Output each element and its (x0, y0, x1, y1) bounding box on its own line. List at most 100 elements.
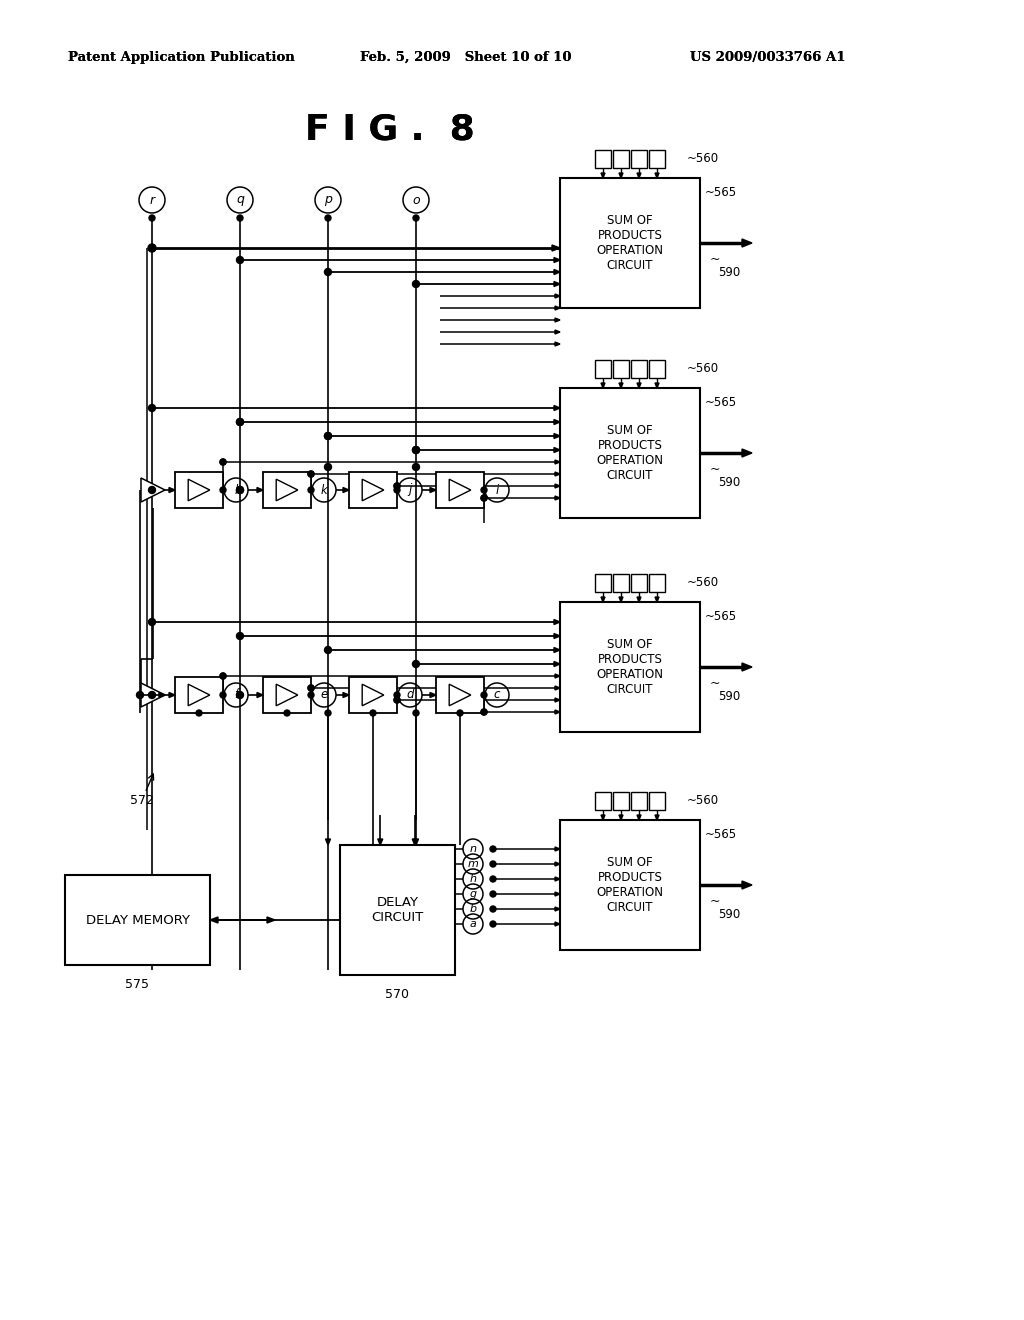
Text: Patent Application Publication: Patent Application Publication (68, 50, 295, 63)
Circle shape (413, 215, 419, 220)
Text: h: h (469, 874, 476, 884)
Circle shape (394, 697, 400, 704)
Bar (595, 574, 611, 591)
Polygon shape (362, 684, 384, 706)
Polygon shape (555, 484, 560, 488)
Circle shape (308, 692, 314, 698)
Circle shape (148, 619, 156, 626)
Text: 590: 590 (718, 908, 740, 921)
Bar (560, 820, 700, 950)
Circle shape (325, 433, 332, 440)
Polygon shape (450, 684, 471, 706)
Bar (595, 792, 611, 810)
Text: Feb. 5, 2009   Sheet 10 of 10: Feb. 5, 2009 Sheet 10 of 10 (360, 50, 571, 63)
Polygon shape (555, 459, 560, 465)
Text: l: l (234, 483, 238, 496)
Polygon shape (343, 487, 349, 492)
Text: 572: 572 (130, 793, 154, 807)
Circle shape (394, 483, 400, 488)
Text: ~560: ~560 (687, 153, 719, 165)
Circle shape (394, 692, 400, 698)
Polygon shape (655, 173, 659, 178)
Polygon shape (555, 876, 560, 880)
Text: a: a (470, 919, 476, 929)
Circle shape (220, 692, 226, 698)
Polygon shape (618, 173, 623, 178)
Polygon shape (555, 294, 560, 298)
Text: 590: 590 (718, 267, 740, 280)
Circle shape (237, 418, 244, 425)
Polygon shape (555, 496, 560, 500)
Circle shape (220, 459, 226, 465)
Circle shape (325, 433, 332, 440)
Text: q: q (237, 194, 244, 206)
Circle shape (325, 710, 331, 715)
Polygon shape (188, 479, 210, 500)
Circle shape (308, 685, 314, 690)
Polygon shape (552, 246, 560, 251)
Circle shape (413, 446, 420, 454)
Text: m: m (468, 859, 478, 869)
Polygon shape (554, 257, 560, 263)
Polygon shape (378, 840, 383, 845)
Polygon shape (555, 862, 560, 866)
Text: 590: 590 (718, 477, 740, 490)
Circle shape (237, 487, 244, 494)
Polygon shape (655, 597, 659, 602)
Circle shape (394, 487, 400, 492)
Circle shape (237, 692, 244, 698)
Text: ~: ~ (710, 895, 721, 908)
Bar (175, 677, 223, 713)
Bar (595, 360, 611, 378)
Polygon shape (430, 487, 436, 492)
Circle shape (237, 215, 243, 220)
Circle shape (413, 281, 420, 288)
Text: c: c (494, 689, 501, 701)
Polygon shape (257, 693, 263, 697)
Polygon shape (555, 710, 560, 714)
Text: ~565: ~565 (705, 610, 737, 623)
Polygon shape (450, 479, 471, 500)
Circle shape (308, 471, 314, 477)
Circle shape (413, 446, 420, 454)
Circle shape (481, 709, 487, 715)
Bar (649, 574, 665, 591)
Circle shape (148, 404, 156, 412)
Text: 590: 590 (718, 690, 740, 704)
Polygon shape (141, 682, 165, 708)
Polygon shape (554, 447, 560, 453)
Circle shape (490, 861, 496, 867)
Polygon shape (555, 342, 560, 346)
Polygon shape (257, 487, 263, 492)
Polygon shape (554, 281, 560, 286)
Text: ~: ~ (710, 252, 721, 265)
Bar (631, 792, 647, 810)
Circle shape (148, 692, 156, 698)
Polygon shape (210, 917, 218, 923)
Bar (560, 388, 700, 517)
Circle shape (325, 647, 332, 653)
Circle shape (284, 710, 290, 715)
Text: k: k (321, 483, 328, 496)
Bar (65, 875, 210, 965)
Text: g: g (469, 888, 476, 899)
Text: i: i (496, 483, 499, 496)
Circle shape (237, 256, 244, 264)
Circle shape (490, 876, 496, 882)
Text: SUM OF
PRODUCTS
OPERATION
CIRCUIT: SUM OF PRODUCTS OPERATION CIRCUIT (597, 214, 664, 272)
Text: SUM OF
PRODUCTS
OPERATION
CIRCUIT: SUM OF PRODUCTS OPERATION CIRCUIT (597, 638, 664, 696)
Bar (631, 360, 647, 378)
Bar (613, 574, 629, 591)
Polygon shape (555, 318, 560, 322)
Polygon shape (742, 239, 752, 247)
Text: j: j (409, 483, 412, 496)
Text: ~560: ~560 (687, 363, 719, 375)
Polygon shape (637, 597, 641, 602)
Text: ~560: ~560 (687, 577, 719, 590)
Bar (649, 150, 665, 168)
Polygon shape (618, 383, 623, 388)
Polygon shape (413, 840, 417, 845)
Text: f: f (233, 689, 238, 701)
Bar (649, 360, 665, 378)
Text: e: e (321, 689, 328, 701)
